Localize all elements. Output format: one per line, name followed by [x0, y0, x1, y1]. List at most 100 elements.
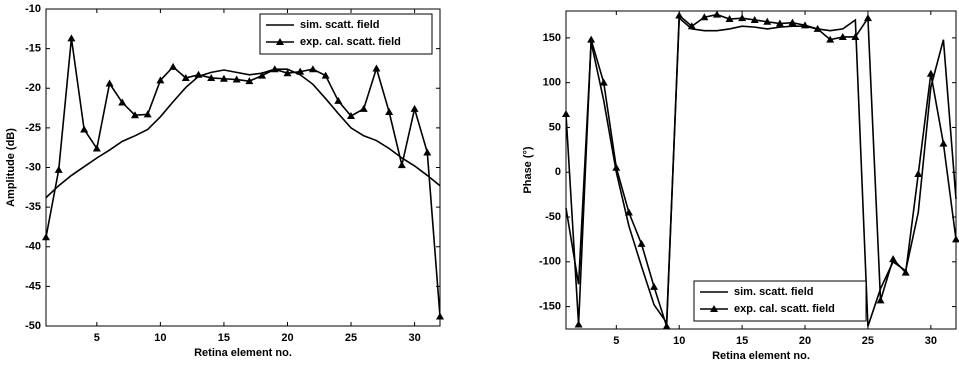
legend-label: sim. scatt. field — [734, 286, 813, 298]
marker — [851, 32, 860, 40]
marker — [914, 170, 923, 178]
marker — [359, 104, 368, 112]
marker — [599, 78, 608, 86]
marker — [372, 64, 381, 72]
y-tick-label: -35 — [25, 201, 41, 213]
y-tick-label: 50 — [549, 121, 561, 133]
marker — [637, 239, 646, 247]
marker — [80, 125, 89, 133]
y-tick-label: -40 — [25, 241, 41, 253]
x-tick-label: 30 — [925, 335, 937, 347]
x-tick-label: 20 — [799, 335, 811, 347]
x-tick-label: 20 — [281, 332, 293, 344]
marker — [334, 96, 343, 104]
legend-marker — [276, 38, 284, 45]
marker — [863, 14, 872, 22]
y-tick-label: -100 — [539, 256, 561, 268]
marker — [687, 22, 696, 30]
marker — [436, 312, 444, 320]
y-tick-label: -30 — [25, 161, 41, 173]
x-tick-label: 30 — [408, 332, 420, 344]
y-axis-label: Amplitude (dB) — [5, 128, 17, 207]
legend-box — [259, 13, 433, 55]
legend-marker — [710, 305, 718, 312]
marker — [901, 268, 910, 276]
marker — [397, 161, 406, 169]
marker — [838, 32, 847, 40]
marker — [423, 148, 432, 156]
marker — [308, 65, 317, 73]
marker — [194, 70, 203, 78]
marker — [675, 11, 684, 19]
x-tick-label: 25 — [862, 335, 874, 347]
series-line — [565, 13, 957, 327]
marker — [156, 76, 165, 84]
marker — [42, 233, 50, 241]
y-tick-label: 0 — [555, 166, 561, 178]
marker — [296, 67, 305, 75]
marker — [130, 111, 139, 119]
marker — [952, 235, 959, 243]
x-tick-label: 5 — [613, 335, 619, 347]
marker — [587, 35, 596, 43]
y-tick-label: -50 — [545, 211, 561, 223]
y-tick-label: -50 — [25, 320, 41, 332]
x-axis-label: Retina element no. — [712, 350, 810, 362]
y-tick-label: -25 — [25, 122, 41, 134]
marker — [232, 75, 241, 83]
marker — [889, 255, 898, 263]
marker — [385, 108, 394, 116]
marker — [926, 69, 935, 77]
marker — [775, 19, 784, 27]
marker — [813, 24, 822, 32]
marker — [283, 69, 292, 77]
marker — [650, 282, 659, 290]
series-line — [45, 68, 441, 199]
marker — [219, 74, 228, 82]
marker — [207, 73, 216, 81]
marker — [662, 322, 671, 330]
marker — [763, 17, 772, 25]
y-tick-label: -45 — [25, 280, 41, 292]
plot-area — [45, 8, 441, 327]
x-tick-label: 25 — [345, 332, 357, 344]
marker — [67, 34, 76, 42]
series-line — [45, 38, 441, 317]
y-tick-label: 150 — [543, 32, 561, 44]
marker — [105, 79, 114, 87]
marker — [118, 98, 127, 106]
marker — [92, 144, 101, 152]
marker — [562, 110, 570, 118]
marker — [169, 62, 178, 70]
y-tick-label: -150 — [539, 301, 561, 313]
marker — [245, 77, 254, 85]
y-tick-label: -15 — [25, 43, 41, 55]
legend-label: exp. cal. scatt. field — [734, 303, 835, 315]
marker — [801, 21, 810, 29]
marker — [788, 18, 797, 26]
x-tick-label: 15 — [736, 335, 748, 347]
marker — [143, 110, 152, 118]
marker — [700, 13, 709, 21]
marker — [181, 73, 190, 81]
marker — [54, 165, 63, 173]
legend-label: sim. scatt. field — [300, 19, 379, 31]
x-tick-label: 10 — [673, 335, 685, 347]
marker — [612, 163, 621, 171]
x-axis-label: Retina element no. — [194, 347, 292, 359]
y-tick-label: 100 — [543, 77, 561, 89]
marker — [347, 111, 356, 119]
x-tick-label: 5 — [94, 332, 100, 344]
marker — [574, 320, 583, 328]
marker — [258, 71, 267, 79]
x-tick-label: 10 — [154, 332, 166, 344]
marker — [876, 296, 885, 304]
marker — [712, 10, 721, 18]
marker — [750, 15, 759, 23]
marker — [270, 65, 279, 73]
marker — [624, 208, 633, 216]
y-tick-label: -10 — [25, 3, 41, 15]
legend-box — [693, 280, 867, 322]
plot-area — [565, 10, 957, 330]
